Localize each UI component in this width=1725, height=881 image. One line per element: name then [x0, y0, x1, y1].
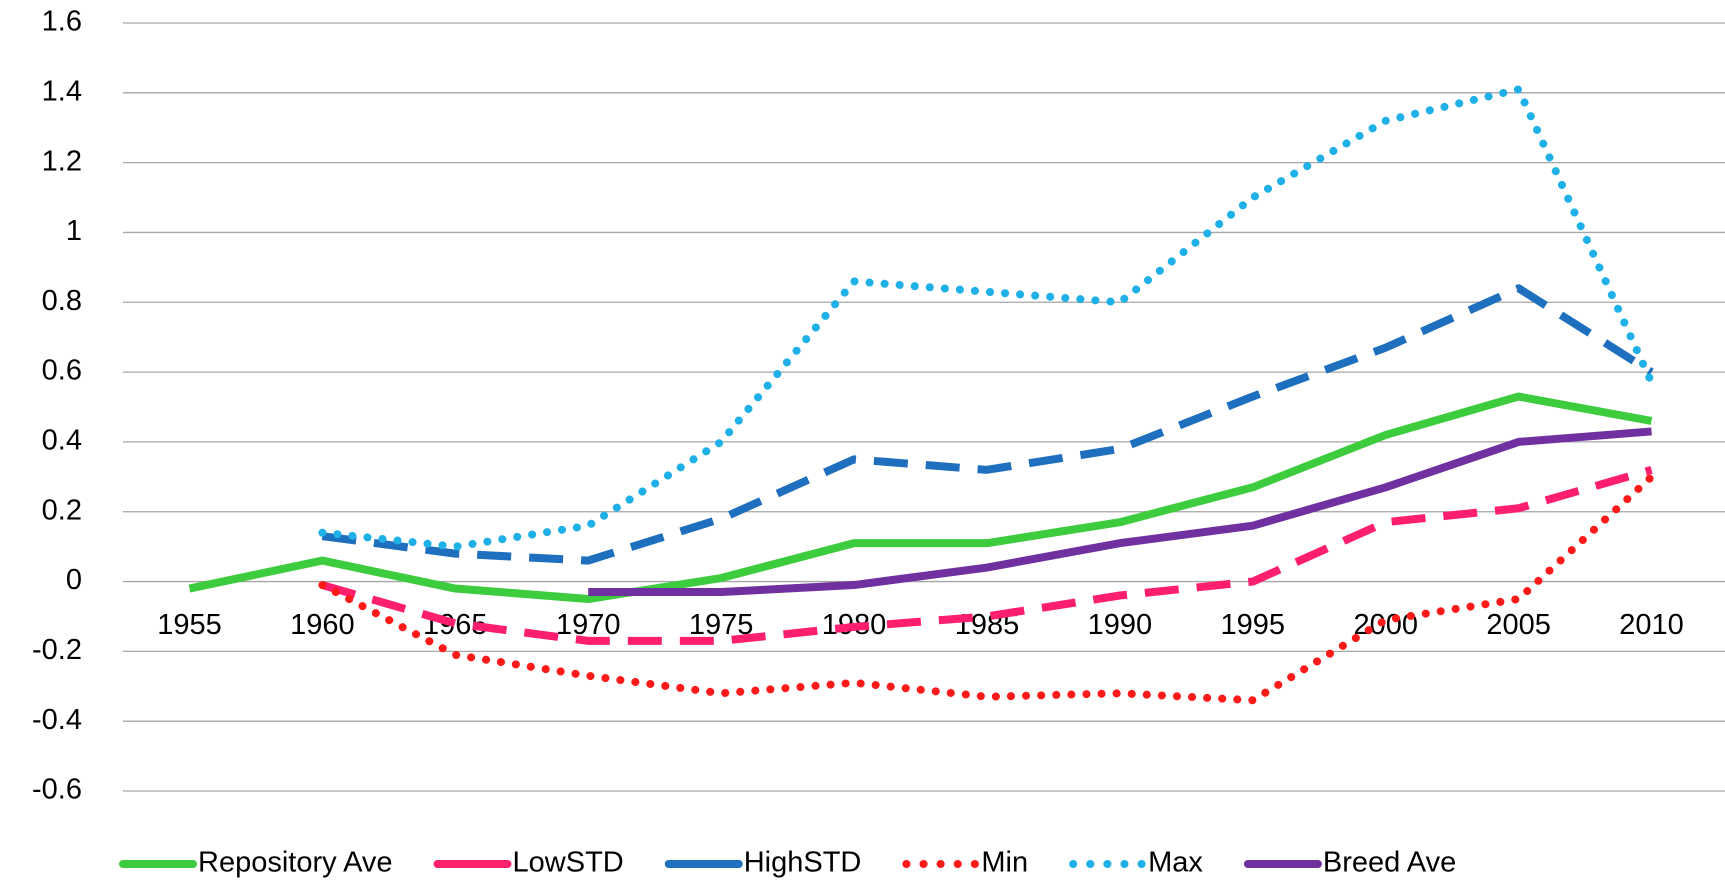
legend-label: HighSTD — [744, 847, 862, 879]
series-line — [321, 465, 1653, 645]
legend-item: Max — [1069, 847, 1203, 879]
series-line — [588, 427, 1652, 597]
x-tick-label: 1960 — [290, 609, 355, 641]
series-line — [318, 85, 1656, 551]
legend-label: LowSTD — [513, 847, 624, 879]
y-tick-label: 0 — [66, 564, 82, 596]
legend-label: Max — [1148, 847, 1203, 879]
x-tick-label: 1990 — [1088, 609, 1153, 641]
legend-item: Breed Ave — [1243, 847, 1456, 879]
x-tick-label: 2010 — [1619, 609, 1684, 641]
series-line — [188, 392, 1653, 603]
y-tick-label: 0.4 — [42, 425, 82, 457]
x-tick-label: 1995 — [1221, 609, 1286, 641]
x-tick-label: 1970 — [556, 609, 621, 641]
y-tick-label: -0.2 — [32, 634, 82, 666]
legend-label: Breed Ave — [1323, 847, 1456, 879]
series-line — [318, 472, 1656, 705]
legend-item: LowSTD — [433, 847, 624, 879]
y-tick-label: 1.4 — [42, 75, 82, 107]
legend-label: Repository Ave — [198, 847, 393, 879]
series-line — [321, 284, 1654, 565]
y-tick-label: 1.2 — [42, 145, 82, 177]
y-tick-label: 1.6 — [42, 6, 82, 38]
y-tick-label: -0.4 — [32, 704, 82, 736]
y-tick-label: -0.6 — [32, 774, 82, 806]
legend-item: HighSTD — [664, 847, 862, 879]
x-tick-label: 1955 — [157, 609, 222, 641]
y-tick-label: 1 — [66, 215, 82, 247]
x-tick-label: 2005 — [1486, 609, 1551, 641]
legend-item: Min — [902, 847, 1028, 879]
legend-item: Repository Ave — [119, 847, 393, 879]
y-tick-label: 0.8 — [42, 285, 82, 317]
legend-label: Min — [981, 847, 1028, 879]
y-tick-label: 0.6 — [42, 355, 82, 387]
y-tick-label: 0.2 — [42, 494, 82, 526]
